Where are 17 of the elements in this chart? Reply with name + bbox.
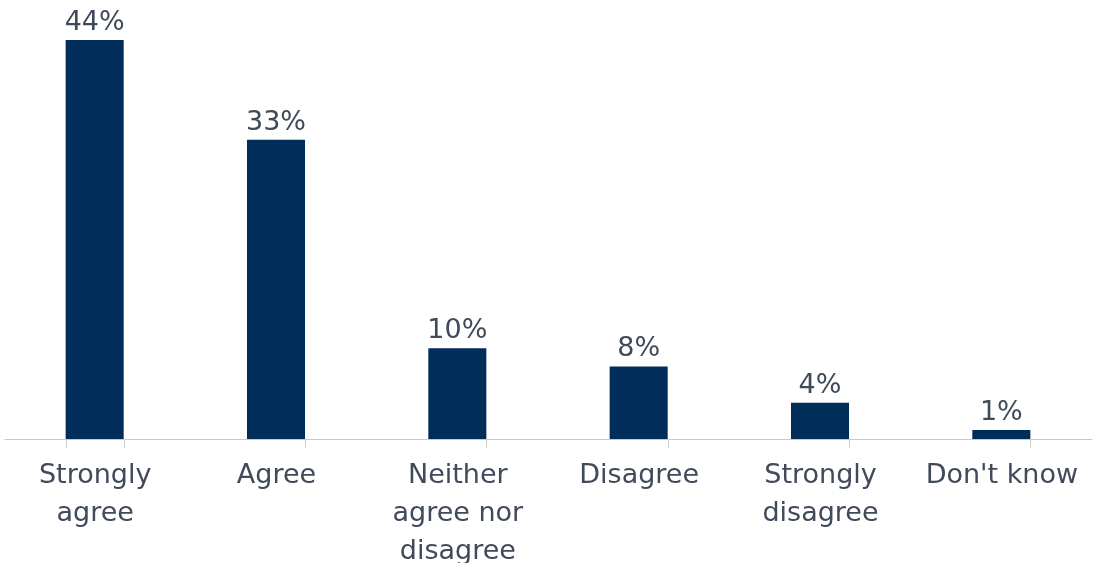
bar [790,402,850,439]
x-tick-label: Disagree [579,457,700,489]
bar [246,139,306,439]
data-label: 4% [798,367,842,399]
data-label: 44% [64,5,125,36]
bar [428,348,487,439]
data-label: 33% [245,104,307,136]
x-tick-label: Agree [236,457,317,489]
data-label: 8% [617,331,661,363]
data-label: 1% [979,394,1023,426]
x-tick-label: Strongly disagree [762,457,879,527]
bar [972,429,1031,439]
data-label: 10% [427,313,488,345]
x-tick-label: Don't know [925,457,1079,489]
bar [609,366,668,439]
x-tick-label: Strongly agree [38,457,152,527]
bar [65,40,124,439]
